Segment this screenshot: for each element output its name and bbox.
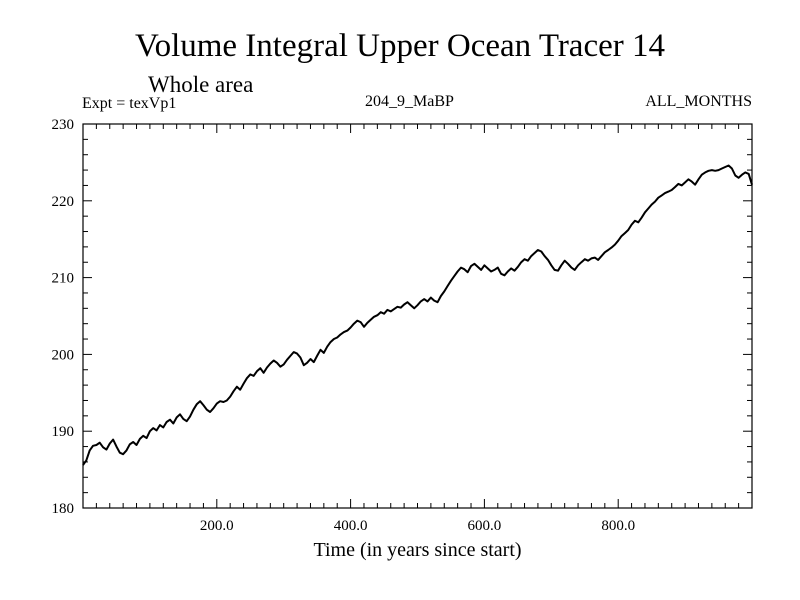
x-tick-label: 200.0 [200, 518, 234, 534]
x-tick-label: 600.0 [468, 518, 502, 534]
chart-title: Volume Integral Upper Ocean Tracer 14 [135, 28, 665, 64]
series-group [82, 164, 753, 466]
chart-subtitle: Whole area [148, 72, 254, 97]
x-tick-label: 800.0 [601, 518, 635, 534]
x-axis-tick-labels: 200.0 400.0 600.0 800.0 [200, 518, 635, 534]
y-tick-label: 180 [52, 501, 75, 517]
y-tick-label: 210 [52, 271, 75, 287]
series-line [82, 164, 753, 466]
run-id-label: 204_9_MaBP [365, 93, 454, 110]
y-tick-label: 220 [52, 194, 75, 210]
y-tick-label: 200 [52, 347, 75, 363]
experiment-label: Expt = texVp1 [82, 95, 177, 112]
period-label: ALL_MONTHS [645, 93, 752, 110]
plot-frame [82, 123, 753, 509]
x-axis-ticks [95, 124, 740, 508]
y-axis-tick-labels: 180 190 200 210 220 230 [52, 117, 75, 517]
y-tick-label: 190 [52, 424, 75, 440]
x-axis-label: Time (in years since start) [313, 539, 521, 561]
y-tick-label: 230 [52, 117, 75, 133]
x-tick-label: 400.0 [334, 518, 368, 534]
y-axis-ticks [83, 138, 752, 494]
